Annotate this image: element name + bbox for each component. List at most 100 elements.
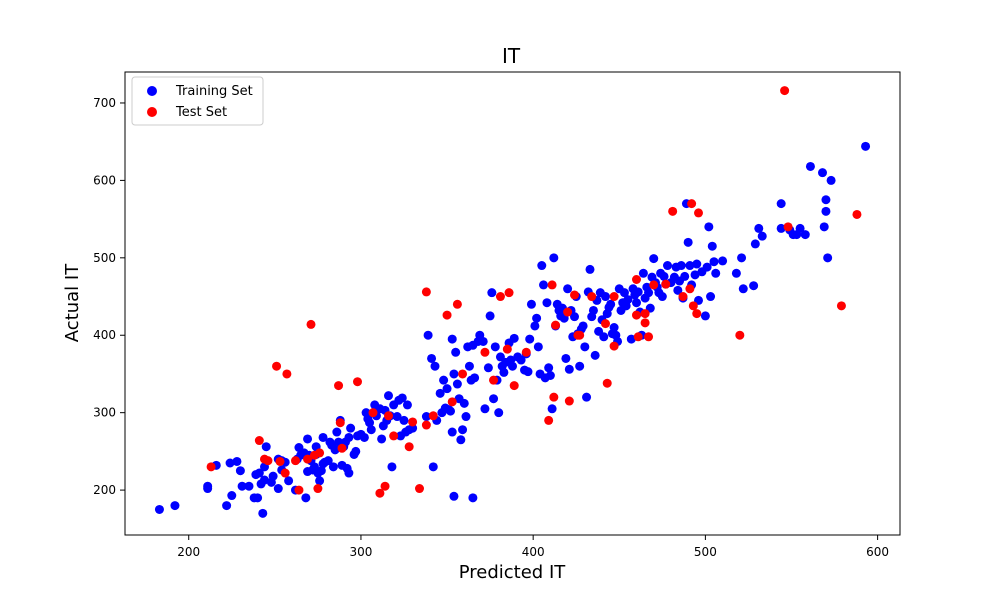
data-point-training-set — [384, 391, 393, 401]
data-point-test-set — [447, 397, 457, 407]
data-point-training-set — [253, 493, 263, 503]
data-point-training-set — [452, 379, 462, 389]
data-point-test-set — [334, 381, 344, 391]
data-point-training-set — [606, 299, 616, 309]
data-point-training-set — [826, 175, 836, 185]
data-point-training-set — [203, 484, 213, 494]
data-point-test-set — [668, 206, 678, 216]
data-point-training-set — [447, 427, 457, 437]
data-point-training-set — [303, 434, 313, 444]
data-point-test-set — [421, 287, 431, 297]
data-point-training-set — [644, 288, 654, 298]
data-point-training-set — [508, 361, 517, 371]
y-axis-label: Actual IT — [62, 263, 83, 342]
data-point-training-set — [663, 261, 672, 271]
data-point-training-set — [805, 161, 815, 171]
data-point-training-set — [601, 292, 610, 302]
data-point-training-set — [609, 323, 619, 333]
data-point-training-set — [261, 442, 271, 452]
data-point-training-set — [301, 493, 311, 503]
data-point-training-set — [344, 432, 354, 442]
data-point-test-set — [306, 319, 316, 329]
data-point-training-set — [819, 222, 829, 232]
data-point-training-set — [235, 466, 245, 476]
data-point-training-set — [700, 311, 710, 321]
data-point-training-set — [332, 427, 342, 437]
data-point-test-set — [254, 436, 264, 446]
data-point-training-set — [800, 230, 810, 240]
data-point-training-set — [244, 481, 254, 491]
data-point-training-set — [442, 384, 452, 394]
data-point-training-set — [323, 456, 333, 466]
data-point-test-set — [408, 417, 418, 427]
data-point-training-set — [776, 199, 786, 209]
data-point-training-set — [738, 284, 748, 294]
data-point-training-set — [225, 458, 235, 468]
data-point-training-set — [254, 468, 264, 478]
data-point-test-set — [509, 381, 519, 391]
data-point-training-set — [397, 393, 407, 403]
legend-label-training-set: Training Set — [175, 84, 253, 99]
chart-title: IT — [502, 44, 521, 68]
data-point-test-set — [587, 292, 597, 302]
data-point-test-set — [563, 307, 573, 317]
data-point-test-set — [502, 344, 512, 354]
data-point-training-set — [823, 253, 833, 263]
plot-area-frame — [124, 71, 901, 536]
data-point-training-set — [366, 425, 376, 435]
data-point-training-set — [539, 280, 548, 290]
data-point-training-set — [649, 254, 659, 264]
data-point-test-set — [644, 332, 654, 342]
points-layer — [154, 86, 871, 518]
data-point-test-set — [632, 274, 641, 284]
data-point-training-set — [408, 423, 418, 433]
data-point-test-set — [521, 347, 531, 357]
data-point-training-set — [494, 408, 504, 418]
data-point-training-set — [795, 223, 805, 233]
data-point-training-set — [861, 141, 871, 151]
data-point-test-set — [280, 468, 290, 478]
data-point-test-set — [294, 485, 304, 495]
data-point-test-set — [315, 448, 325, 458]
data-point-training-set — [749, 281, 759, 291]
data-point-training-set — [458, 425, 468, 435]
data-point-training-set — [365, 418, 375, 428]
data-point-training-set — [315, 476, 325, 486]
data-point-training-set — [633, 287, 643, 297]
data-point-training-set — [590, 350, 600, 360]
data-point-training-set — [547, 404, 557, 414]
data-point-training-set — [447, 334, 457, 344]
data-point-training-set — [509, 333, 519, 343]
data-point-training-set — [563, 284, 573, 294]
x-tick-label: 400 — [522, 545, 545, 559]
data-point-test-set — [685, 284, 695, 294]
data-point-training-set — [750, 239, 760, 249]
legend: Training Set Test Set — [131, 76, 264, 126]
data-point-test-set — [504, 288, 514, 298]
data-point-training-set — [258, 508, 268, 518]
data-point-test-set — [389, 431, 399, 441]
data-point-training-set — [428, 462, 438, 472]
data-point-training-set — [459, 398, 469, 408]
data-point-training-set — [542, 298, 552, 308]
data-point-training-set — [423, 330, 433, 340]
data-point-test-set — [380, 481, 390, 491]
data-point-training-set — [585, 264, 595, 274]
data-point-test-set — [272, 361, 282, 371]
legend-label-test-set: Test Set — [175, 105, 227, 120]
data-point-training-set — [692, 259, 702, 269]
data-point-training-set — [532, 313, 542, 323]
data-point-test-set — [661, 279, 671, 289]
legend-box — [131, 76, 264, 126]
data-point-test-set — [313, 484, 323, 494]
data-point-test-set — [609, 292, 619, 302]
data-point-training-set — [427, 353, 437, 363]
data-point-training-set — [525, 334, 535, 344]
data-point-test-set — [735, 330, 745, 340]
data-point-training-set — [377, 434, 387, 444]
data-point-training-set — [351, 446, 361, 456]
data-point-training-set — [227, 491, 237, 501]
data-point-training-set — [821, 195, 831, 205]
data-point-test-set — [783, 222, 793, 232]
data-point-training-set — [154, 504, 164, 514]
